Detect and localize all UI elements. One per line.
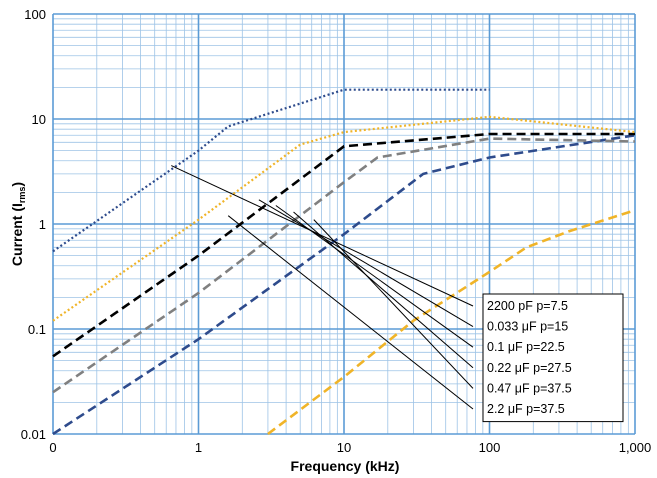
x-tick-label: 100: [479, 440, 501, 455]
series-line-0.033uF: [52, 134, 636, 436]
legend-entry-text: 0.47 μF p=37.5: [487, 381, 572, 395]
legend-leader-lines: [171, 165, 474, 410]
legend-leader-line: [258, 199, 474, 328]
legend-entry-text: 2200 pF p=7.5: [487, 299, 568, 313]
y-tick-label: 0.1: [28, 322, 46, 337]
y-axis-title-sub: rms: [17, 187, 27, 204]
legend-entry-text: 0.033 μF p=15: [487, 320, 568, 334]
x-tick-label: 10: [337, 440, 351, 455]
legend-entry-text: 0.1 μF p=22.5: [487, 340, 565, 354]
legend-entry-text: 2.2 μF p=37.5: [487, 402, 565, 416]
y-axis-title-end: ): [9, 182, 25, 187]
y-tick-label: 1: [39, 217, 46, 232]
legend-leader-line: [171, 165, 474, 307]
series-line-2.2uF: [52, 88, 490, 253]
x-axis-title: Frequency (kHz): [291, 458, 400, 474]
legend-leader-line: [275, 205, 474, 348]
x-tick-label: 1: [195, 440, 202, 455]
legend-box: [482, 293, 624, 423]
y-axis-title-main: Current (I: [9, 203, 25, 266]
y-axis-title: Current (Irms): [9, 182, 27, 266]
legend-entry-text: 0.22 μF p=27.5: [487, 361, 572, 375]
series-line-0.1uF: [52, 137, 636, 394]
legend: 2200 pF p=7.5 0.033 μF p=15 0.1 μF p=22.5 0…: [482, 293, 624, 423]
legend-leader-line: [293, 211, 474, 369]
legend-leader-line: [313, 219, 474, 389]
x-tick-label: 1,000: [619, 440, 652, 455]
series-group: [52, 88, 636, 436]
x-tick-label: 0: [49, 440, 56, 455]
y-tick-label: 100: [24, 7, 46, 22]
series-line-0.22uF: [52, 132, 635, 358]
legend-leader-line: [227, 215, 474, 410]
series-line-2200pF: [267, 209, 636, 436]
y-tick-label: 0.01: [21, 427, 46, 442]
tick-labels: 0 1 10 100 1,000 100 10 1 0.1 0.01: [21, 7, 652, 455]
y-tick-label: 10: [32, 112, 46, 127]
